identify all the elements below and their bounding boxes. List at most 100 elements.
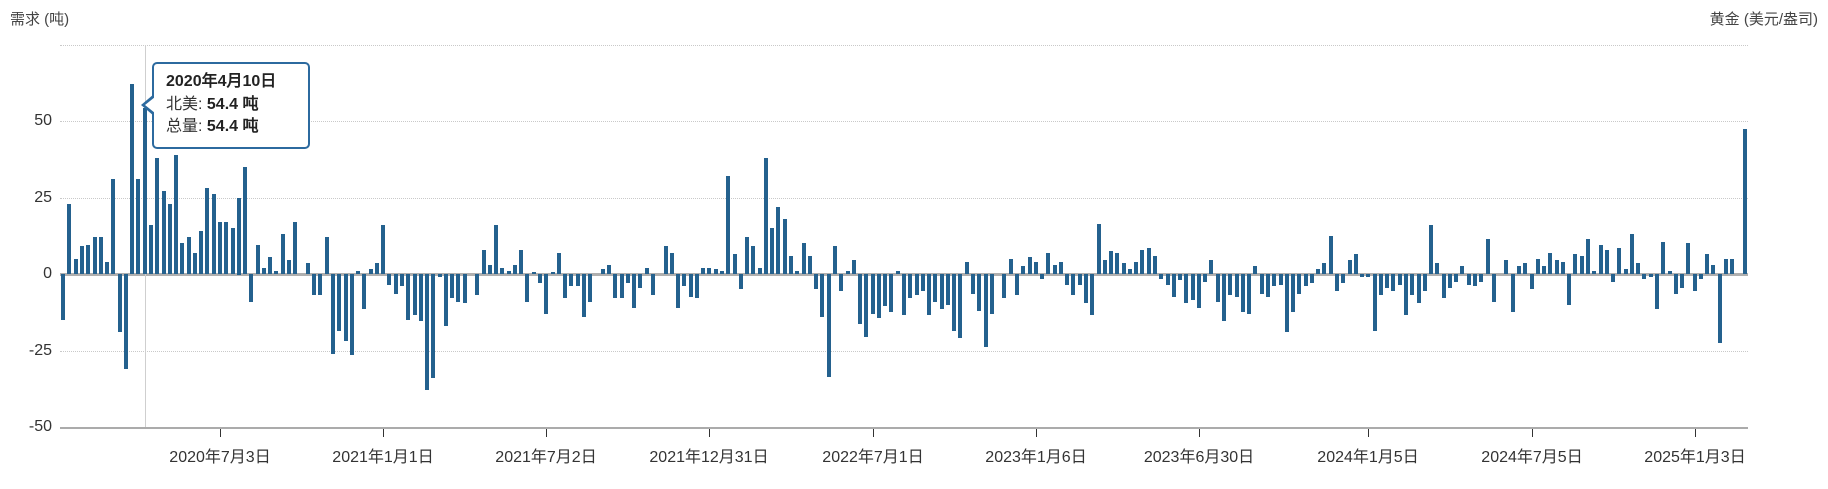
bar[interactable] <box>927 274 931 315</box>
bar[interactable] <box>1636 263 1640 274</box>
bar[interactable] <box>632 274 636 308</box>
bar[interactable] <box>1291 274 1295 312</box>
bar[interactable] <box>419 274 423 321</box>
bar[interactable] <box>1366 274 1370 277</box>
bar[interactable] <box>149 225 153 274</box>
bar[interactable] <box>287 260 291 274</box>
bar[interactable] <box>783 219 787 274</box>
bar[interactable] <box>394 274 398 294</box>
bar[interactable] <box>1523 263 1527 274</box>
bar[interactable] <box>124 274 128 369</box>
bar[interactable] <box>676 274 680 308</box>
bar[interactable] <box>1228 274 1232 295</box>
bar[interactable] <box>1065 274 1069 285</box>
bar[interactable] <box>168 204 172 274</box>
bar[interactable] <box>1423 274 1427 291</box>
bar[interactable] <box>243 167 247 274</box>
bar[interactable] <box>1028 257 1032 274</box>
bar[interactable] <box>1442 274 1446 298</box>
bar[interactable] <box>1473 274 1477 286</box>
bar[interactable] <box>1316 269 1320 274</box>
bar[interactable] <box>500 268 504 274</box>
bar[interactable] <box>1586 239 1590 274</box>
bar[interactable] <box>1241 274 1245 312</box>
bar[interactable] <box>1266 274 1270 297</box>
bar[interactable] <box>1059 262 1063 274</box>
bar[interactable] <box>871 274 875 314</box>
bar[interactable] <box>808 256 812 274</box>
bar[interactable] <box>400 274 404 286</box>
bar[interactable] <box>67 204 71 274</box>
bar[interactable] <box>1360 274 1364 277</box>
bar[interactable] <box>814 274 818 289</box>
bar[interactable] <box>1718 274 1722 343</box>
bar[interactable] <box>438 274 442 277</box>
bar[interactable] <box>1611 274 1615 282</box>
bar[interactable] <box>136 179 140 274</box>
bar[interactable] <box>143 108 147 274</box>
bar[interactable] <box>1486 239 1490 274</box>
bar[interactable] <box>312 274 316 295</box>
bar[interactable] <box>331 274 335 354</box>
bar[interactable] <box>1310 274 1314 283</box>
bar[interactable] <box>293 222 297 274</box>
bar[interactable] <box>111 179 115 274</box>
bar[interactable] <box>1046 253 1050 274</box>
bar[interactable] <box>1122 263 1126 274</box>
bar[interactable] <box>1492 274 1496 302</box>
bar[interactable] <box>551 272 555 274</box>
bar[interactable] <box>1448 274 1452 288</box>
bar[interactable] <box>902 274 906 315</box>
bar[interactable] <box>344 274 348 341</box>
bar[interactable] <box>720 271 724 274</box>
bar[interactable] <box>1040 274 1044 279</box>
bar[interactable] <box>682 274 686 286</box>
bar[interactable] <box>525 274 529 302</box>
bar[interactable] <box>1109 251 1113 274</box>
bar[interactable] <box>281 234 285 274</box>
bar[interactable] <box>1661 242 1665 274</box>
bar[interactable] <box>1536 259 1540 274</box>
bar[interactable] <box>544 274 548 314</box>
bar[interactable] <box>1021 266 1025 274</box>
bar[interactable] <box>1009 259 1013 274</box>
bar[interactable] <box>1429 225 1433 274</box>
bar[interactable] <box>1410 274 1414 295</box>
bar[interactable] <box>61 274 65 320</box>
bar[interactable] <box>356 271 360 274</box>
bar[interactable] <box>274 271 278 274</box>
bar[interactable] <box>1203 274 1207 282</box>
bar[interactable] <box>776 207 780 274</box>
bar[interactable] <box>1335 274 1339 291</box>
bar[interactable] <box>707 268 711 274</box>
bar[interactable] <box>1015 274 1019 295</box>
bar[interactable] <box>827 274 831 377</box>
bar[interactable] <box>444 274 448 326</box>
bar[interactable] <box>626 274 630 283</box>
bar[interactable] <box>1642 274 1646 279</box>
bar[interactable] <box>576 274 580 286</box>
bar[interactable] <box>1580 256 1584 274</box>
bar[interactable] <box>1561 262 1565 274</box>
bar[interactable] <box>118 274 122 332</box>
bar[interactable] <box>958 274 962 338</box>
bar[interactable] <box>1304 274 1308 286</box>
bar[interactable] <box>877 274 881 318</box>
bar[interactable] <box>413 274 417 315</box>
bar[interactable] <box>601 269 605 274</box>
bar[interactable] <box>130 84 134 274</box>
bar[interactable] <box>1693 274 1697 291</box>
bar[interactable] <box>965 262 969 274</box>
bar[interactable] <box>1655 274 1659 309</box>
bar[interactable] <box>1253 266 1257 274</box>
bar[interactable] <box>337 274 341 331</box>
bar[interactable] <box>205 188 209 274</box>
bar[interactable] <box>105 262 109 274</box>
bar[interactable] <box>1454 274 1458 282</box>
bar[interactable] <box>513 265 517 274</box>
bar[interactable] <box>318 274 322 295</box>
bar[interactable] <box>695 274 699 298</box>
bar[interactable] <box>645 268 649 274</box>
bar[interactable] <box>199 231 203 274</box>
bar[interactable] <box>1373 274 1377 331</box>
